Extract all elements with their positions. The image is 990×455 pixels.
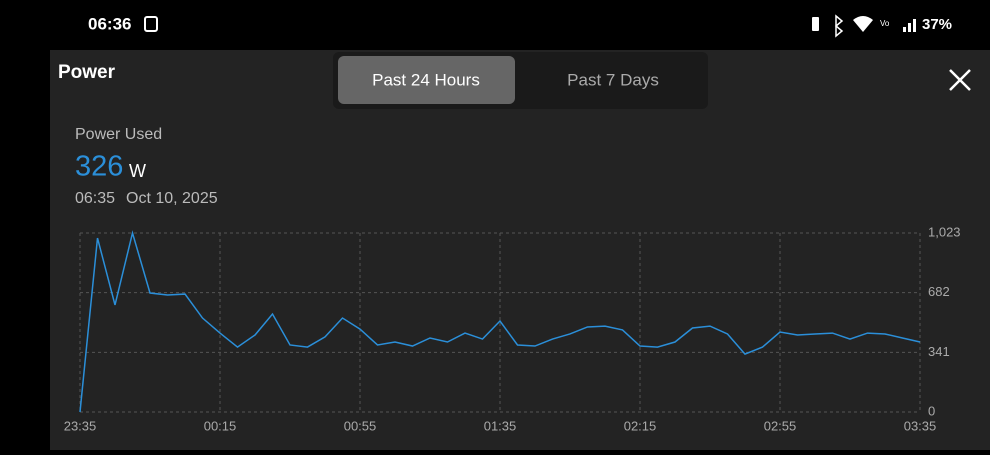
- metric-time: 06:35: [75, 190, 115, 207]
- x-tick-label: 00:15: [204, 418, 237, 433]
- x-tick-label: 01:35: [484, 418, 517, 433]
- metric-value: 326: [75, 151, 123, 183]
- tab[interactable]: Past 24 Hours: [372, 70, 480, 89]
- wifi-icon: [853, 16, 873, 32]
- x-tick-label: 02:55: [764, 418, 797, 433]
- status-icons: Vo: [812, 14, 916, 38]
- x-tick-label: 02:15: [624, 418, 657, 433]
- y-tick-label: 682: [928, 284, 950, 299]
- y-tick-label: 341: [928, 344, 950, 359]
- y-tick-label: 1,023: [928, 224, 961, 239]
- signal-bar: [908, 23, 911, 32]
- close-button[interactable]: [949, 69, 971, 91]
- status-time: 06:36: [88, 14, 131, 33]
- panel: [50, 50, 990, 450]
- tab[interactable]: Past 7 Days: [567, 70, 659, 89]
- signal-bar: [903, 27, 906, 32]
- battery-level: 37%: [922, 16, 952, 33]
- tab-selected[interactable]: [338, 56, 515, 104]
- metric-unit: W: [129, 161, 146, 181]
- volte-icon: Vo: [880, 19, 890, 28]
- x-tick-label: 03:35: [904, 418, 937, 433]
- metric-date: Oct 10, 2025: [126, 190, 218, 207]
- metric-label: Power Used: [75, 126, 162, 143]
- signal-bar: [913, 19, 916, 32]
- notification-icon: [144, 16, 158, 32]
- panel-title: Power: [58, 62, 116, 83]
- data-line: [79, 230, 921, 413]
- vibrate-icon: [812, 17, 819, 31]
- bluetooth-icon: [834, 14, 844, 38]
- x-tick-label: 23:35: [64, 418, 97, 433]
- y-tick-label: 0: [928, 403, 935, 418]
- x-tick-label: 00:55: [344, 418, 377, 433]
